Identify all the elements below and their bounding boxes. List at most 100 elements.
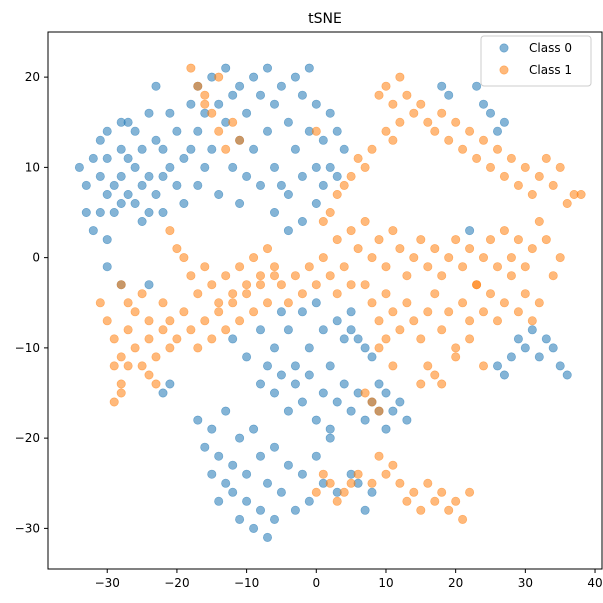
point-class-1-66 (437, 271, 447, 281)
point-class-1-12 (388, 99, 398, 109)
point-class-1-160 (269, 271, 279, 281)
point-class-1-21 (451, 117, 461, 127)
point-class-0-140 (249, 424, 259, 434)
point-class-1-48 (332, 190, 342, 200)
point-class-0-18 (123, 117, 133, 127)
point-class-1-112 (374, 343, 384, 353)
point-class-1-121 (193, 289, 203, 299)
point-class-0-17 (116, 199, 126, 209)
point-class-0-38 (172, 126, 182, 136)
point-class-0-156 (235, 514, 245, 524)
point-class-1-198 (423, 478, 433, 488)
point-class-0-41 (179, 199, 189, 209)
point-class-0-19 (123, 153, 133, 163)
point-class-0-72 (283, 117, 293, 127)
point-class-0-166 (367, 487, 377, 497)
point-class-1-72 (478, 253, 488, 263)
point-class-0-125 (339, 379, 349, 389)
point-class-1-47 (339, 180, 349, 190)
point-class-1-152 (214, 307, 224, 317)
point-class-1-4 (214, 126, 224, 136)
point-class-0-12 (109, 180, 119, 190)
point-class-1-98 (458, 298, 468, 308)
point-class-1-25 (478, 135, 488, 145)
point-class-0-7 (95, 208, 105, 218)
x-tick-label: 10 (378, 576, 393, 590)
point-class-0-177 (527, 325, 537, 335)
point-class-1-58 (381, 262, 391, 272)
point-class-0-123 (325, 424, 335, 434)
point-class-1-127 (235, 262, 245, 272)
point-class-0-33 (158, 144, 168, 154)
x-tick-label: −20 (164, 576, 189, 590)
point-class-0-118 (290, 379, 300, 389)
point-class-0-170 (492, 126, 502, 136)
point-class-1-92 (416, 334, 426, 344)
point-class-1-50 (311, 126, 321, 136)
point-class-0-185 (492, 361, 502, 371)
point-class-1-42 (381, 126, 391, 136)
point-class-0-28 (144, 171, 154, 181)
point-class-1-117 (165, 226, 175, 236)
point-class-0-82 (311, 199, 321, 209)
point-class-0-90 (297, 217, 307, 227)
point-class-1-148 (186, 325, 196, 335)
point-class-1-199 (430, 496, 440, 506)
point-class-0-155 (228, 487, 238, 497)
point-class-0-161 (269, 514, 279, 524)
point-class-0-174 (465, 226, 475, 236)
point-class-1-156 (242, 289, 252, 299)
legend-label-class-0: Class 0 (529, 41, 572, 55)
point-class-0-192 (360, 343, 370, 353)
point-class-1-46 (346, 171, 356, 181)
point-class-0-189 (381, 388, 391, 398)
point-class-0-30 (151, 81, 161, 91)
point-class-1-186 (374, 406, 384, 416)
point-class-1-9 (200, 90, 210, 100)
point-class-1-137 (304, 262, 314, 272)
point-class-1-61 (402, 271, 412, 281)
point-class-1-94 (430, 289, 440, 299)
point-class-1-210 (346, 478, 356, 488)
point-class-0-16 (116, 171, 126, 181)
point-class-0-184 (499, 370, 509, 380)
point-class-1-129 (249, 253, 259, 263)
point-class-0-98 (228, 334, 238, 344)
point-class-1-56 (367, 253, 377, 263)
point-class-0-136 (221, 406, 231, 416)
point-class-0-139 (242, 469, 252, 479)
point-class-0-43 (186, 144, 196, 154)
point-class-0-25 (137, 180, 147, 190)
point-class-1-24 (472, 153, 482, 163)
point-class-0-176 (520, 343, 530, 353)
point-class-1-115 (465, 334, 475, 344)
point-class-1-133 (276, 280, 286, 290)
point-class-1-182 (116, 280, 126, 290)
point-class-1-166 (130, 343, 140, 353)
point-class-0-119 (297, 397, 307, 407)
point-class-1-51 (318, 217, 328, 227)
point-class-1-104 (499, 298, 509, 308)
point-class-0-104 (290, 361, 300, 371)
point-class-1-171 (165, 343, 175, 353)
point-class-1-178 (109, 397, 119, 407)
point-class-1-27 (492, 144, 502, 154)
point-class-1-30 (513, 180, 523, 190)
point-class-0-153 (207, 469, 217, 479)
point-class-0-45 (193, 126, 203, 136)
point-class-1-73 (485, 235, 495, 245)
point-class-0-100 (255, 325, 265, 335)
point-class-1-39 (576, 190, 586, 200)
y-axis: −30 −20 −10 0 10 20 (15, 70, 48, 535)
y-tick-label: −10 (15, 341, 40, 355)
point-class-1-201 (444, 505, 454, 515)
point-class-0-151 (325, 433, 335, 443)
point-class-1-19 (437, 108, 447, 118)
point-class-1-205 (339, 487, 349, 497)
point-class-1-106 (513, 307, 523, 317)
point-class-0-96 (158, 388, 168, 398)
point-class-1-192 (381, 469, 391, 479)
point-class-0-57 (235, 81, 245, 91)
point-class-0-172 (437, 81, 447, 91)
point-class-0-62 (249, 72, 259, 82)
